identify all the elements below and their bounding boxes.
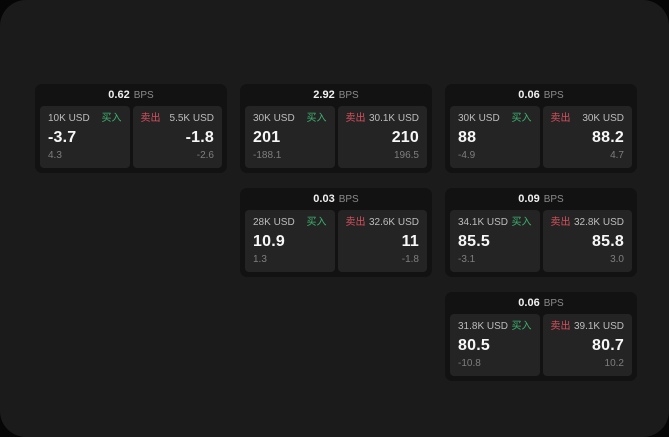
quote-panels: 30K USD 买入 201 -188.1 卖出 30.1K USD 210 1…	[245, 106, 427, 168]
spread-unit-label: BPS	[543, 89, 564, 101]
sell-label: 卖出	[550, 113, 571, 124]
sell-label: 卖出	[345, 113, 366, 124]
buy-delta: -4.9	[458, 150, 476, 161]
quote-panels: 31.8K USD 买入 80.5 -10.8 卖出 39.1K USD 80.…	[450, 314, 632, 376]
sell-size: 32.8K USD	[573, 217, 624, 228]
quote-panels: 30K USD 买入 88 -4.9 卖出 30K USD 88.2 4.7	[450, 106, 632, 168]
buy-size: 34.1K USD	[458, 217, 509, 228]
spread-unit-label: BPS	[543, 297, 564, 309]
quote-panels: 10K USD 买入 -3.7 4.3 卖出 5.5K USD -1.8 -2.…	[40, 106, 222, 168]
sell-price: -1.8	[185, 128, 214, 146]
buy-delta: -10.8	[458, 358, 481, 369]
buy-label: 买入	[511, 217, 532, 228]
sell-quote-tile[interactable]: 卖出 39.1K USD 80.7 10.2	[542, 314, 632, 376]
quote-card: 0.09 BPS 34.1K USD 买入 85.5 -3.1 卖出	[445, 188, 637, 277]
sell-quote-tile[interactable]: 卖出 32.8K USD 85.8 3.0	[542, 210, 632, 272]
sell-size: 30.1K USD	[368, 113, 419, 124]
buy-price: 85.5	[458, 232, 490, 250]
sell-price: 85.8	[592, 232, 624, 250]
buy-delta: -188.1	[253, 150, 282, 161]
spread-header: 0.09 BPS	[450, 188, 632, 210]
sell-label: 卖出	[345, 217, 366, 228]
spread-value: 0.06	[518, 89, 540, 101]
spread-unit-label: BPS	[133, 89, 154, 101]
spread-header: 0.06 BPS	[450, 84, 632, 106]
buy-label: 买入	[306, 217, 327, 228]
sell-quote-tile[interactable]: 卖出 5.5K USD -1.8 -2.6	[132, 106, 222, 168]
buy-price: 88	[458, 128, 477, 146]
buy-size: 31.8K USD	[458, 321, 509, 332]
spread-value: 0.62	[108, 89, 130, 101]
buy-price: -3.7	[48, 128, 77, 146]
quote-card: 0.06 BPS 30K USD 买入 88 -4.9 卖出	[445, 84, 637, 173]
buy-size: 10K USD	[48, 113, 90, 124]
buy-price: 80.5	[458, 336, 490, 354]
sell-delta: -2.6	[196, 150, 214, 161]
spread-unit-label: BPS	[338, 89, 359, 101]
spread-header: 0.03 BPS	[245, 188, 427, 210]
buy-label: 买入	[511, 113, 532, 124]
sell-price: 88.2	[592, 128, 624, 146]
buy-price: 10.9	[253, 232, 285, 250]
buy-label: 买入	[101, 113, 122, 124]
sell-delta: 196.5	[393, 150, 419, 161]
buy-delta: 1.3	[253, 254, 267, 265]
buy-label: 买入	[306, 113, 327, 124]
quote-card: 0.06 BPS 31.8K USD 买入 80.5 -10.8 卖	[445, 292, 637, 381]
sell-price: 210	[391, 128, 419, 146]
sell-delta: -1.8	[401, 254, 419, 265]
sell-delta: 3.0	[610, 254, 624, 265]
sell-delta: 4.7	[610, 150, 624, 161]
quote-panels: 28K USD 买入 10.9 1.3 卖出 32.6K USD 11 -1.8	[245, 210, 427, 272]
sell-label: 卖出	[550, 321, 571, 332]
buy-quote-tile[interactable]: 30K USD 买入 88 -4.9	[450, 106, 540, 168]
buy-label: 买入	[511, 321, 532, 332]
quote-grid: 0.62 BPS 10K USD 买入 -3.7 4.3 卖出	[35, 84, 637, 381]
spread-header: 2.92 BPS	[245, 84, 427, 106]
sell-size: 5.5K USD	[169, 113, 214, 124]
sell-price: 80.7	[592, 336, 624, 354]
buy-quote-tile[interactable]: 31.8K USD 买入 80.5 -10.8	[450, 314, 540, 376]
buy-size: 30K USD	[458, 113, 500, 124]
spread-header: 0.06 BPS	[450, 292, 632, 314]
buy-price: 201	[253, 128, 281, 146]
spread-value: 0.03	[313, 193, 335, 205]
sell-quote-tile[interactable]: 卖出 30.1K USD 210 196.5	[337, 106, 427, 168]
sell-size: 32.6K USD	[368, 217, 419, 228]
spread-unit-label: BPS	[543, 193, 564, 205]
buy-delta: 4.3	[48, 150, 62, 161]
sell-label: 卖出	[550, 217, 571, 228]
buy-size: 28K USD	[253, 217, 295, 228]
buy-delta: -3.1	[458, 254, 476, 265]
sell-quote-tile[interactable]: 卖出 30K USD 88.2 4.7	[542, 106, 632, 168]
sell-size: 30K USD	[582, 113, 624, 124]
quote-card: 0.62 BPS 10K USD 买入 -3.7 4.3 卖出	[35, 84, 227, 173]
sell-delta: 10.2	[604, 358, 624, 369]
spread-value: 0.06	[518, 297, 540, 309]
quote-panels: 34.1K USD 买入 85.5 -3.1 卖出 32.8K USD 85.8…	[450, 210, 632, 272]
spread-header: 0.62 BPS	[40, 84, 222, 106]
spread-value: 0.09	[518, 193, 540, 205]
sell-quote-tile[interactable]: 卖出 32.6K USD 11 -1.8	[337, 210, 427, 272]
buy-quote-tile[interactable]: 30K USD 买入 201 -188.1	[245, 106, 335, 168]
buy-quote-tile[interactable]: 10K USD 买入 -3.7 4.3	[40, 106, 130, 168]
sell-size: 39.1K USD	[573, 321, 624, 332]
buy-quote-tile[interactable]: 28K USD 买入 10.9 1.3	[245, 210, 335, 272]
spread-unit-label: BPS	[338, 193, 359, 205]
quote-card: 0.03 BPS 28K USD 买入 10.9 1.3 卖出	[240, 188, 432, 277]
sell-price: 11	[401, 232, 419, 250]
quote-card: 2.92 BPS 30K USD 买入 201 -188.1 卖出	[240, 84, 432, 173]
buy-size: 30K USD	[253, 113, 295, 124]
spread-value: 2.92	[313, 89, 335, 101]
sell-label: 卖出	[140, 113, 161, 124]
buy-quote-tile[interactable]: 34.1K USD 买入 85.5 -3.1	[450, 210, 540, 272]
